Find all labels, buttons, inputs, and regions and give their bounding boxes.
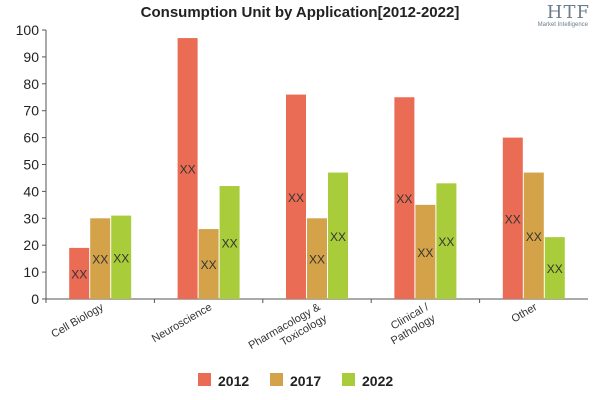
bar-data-label: XX [438,235,454,249]
y-tick-label: 80 [23,76,39,92]
bar-data-label: XX [288,191,304,205]
bar-data-label: XX [71,267,87,281]
bar-data-label: XX [330,230,346,244]
legend-swatch [198,373,211,386]
bar [307,218,327,299]
legend-swatch [342,373,355,386]
bar-data-label: XX [547,262,563,276]
bar-data-label: XX [92,253,108,267]
category-label: Pharmacology &Toxicology [247,301,330,363]
y-tick-label: 60 [23,130,39,146]
y-tick-label: 100 [16,22,40,38]
y-tick-label: 20 [23,237,39,253]
bar [328,172,348,299]
category-label: Cell Biology [49,301,106,341]
bar [219,186,240,299]
y-tick-label: 10 [23,264,39,280]
category-label: Neuroscience [150,301,214,345]
bar-data-label: XX [396,192,412,206]
bar [436,183,457,299]
logo-subtitle: Market Intelligence [537,22,588,28]
bar-data-label: XX [113,251,129,265]
y-tick-label: 90 [23,49,39,65]
category-label-line: Neuroscience [150,301,214,345]
bar [177,38,198,299]
bar-data-label: XX [417,246,433,260]
category-label: Clinical /Pathology [383,301,439,348]
chart-title: Consumption Unit by Application[2012-202… [140,4,460,21]
bar-data-label: XX [309,253,325,267]
bar-data-label: XX [222,237,238,251]
bar [286,94,306,299]
y-tick-label: 50 [23,157,39,173]
legend-label: 2012 [218,373,249,389]
bar-data-label: XX [505,212,521,226]
bar [415,204,436,299]
bar [111,215,132,299]
bar [523,172,544,299]
bar-data-label: XX [201,258,217,272]
legend-label: 2022 [362,373,393,389]
bar [90,218,111,299]
y-tick-label: 30 [23,210,39,226]
logo-text: HTF [546,2,590,23]
bar-data-label: XX [526,230,542,244]
category-label-line: Other [509,301,539,325]
bar [544,237,565,299]
category-label: Other [509,301,539,325]
bar [394,97,415,299]
category-label-line: Cell Biology [49,301,106,341]
legend-swatch [270,373,283,386]
htf-logo: HTF Market Intelligence [520,2,590,28]
y-tick-label: 0 [31,291,39,307]
bar [69,247,90,299]
bar-data-label: XX [180,163,196,177]
legend-label: 2017 [290,373,321,389]
bar [198,229,219,299]
bar [502,137,523,299]
y-tick-label: 40 [23,183,39,199]
y-tick-label: 70 [23,103,39,119]
